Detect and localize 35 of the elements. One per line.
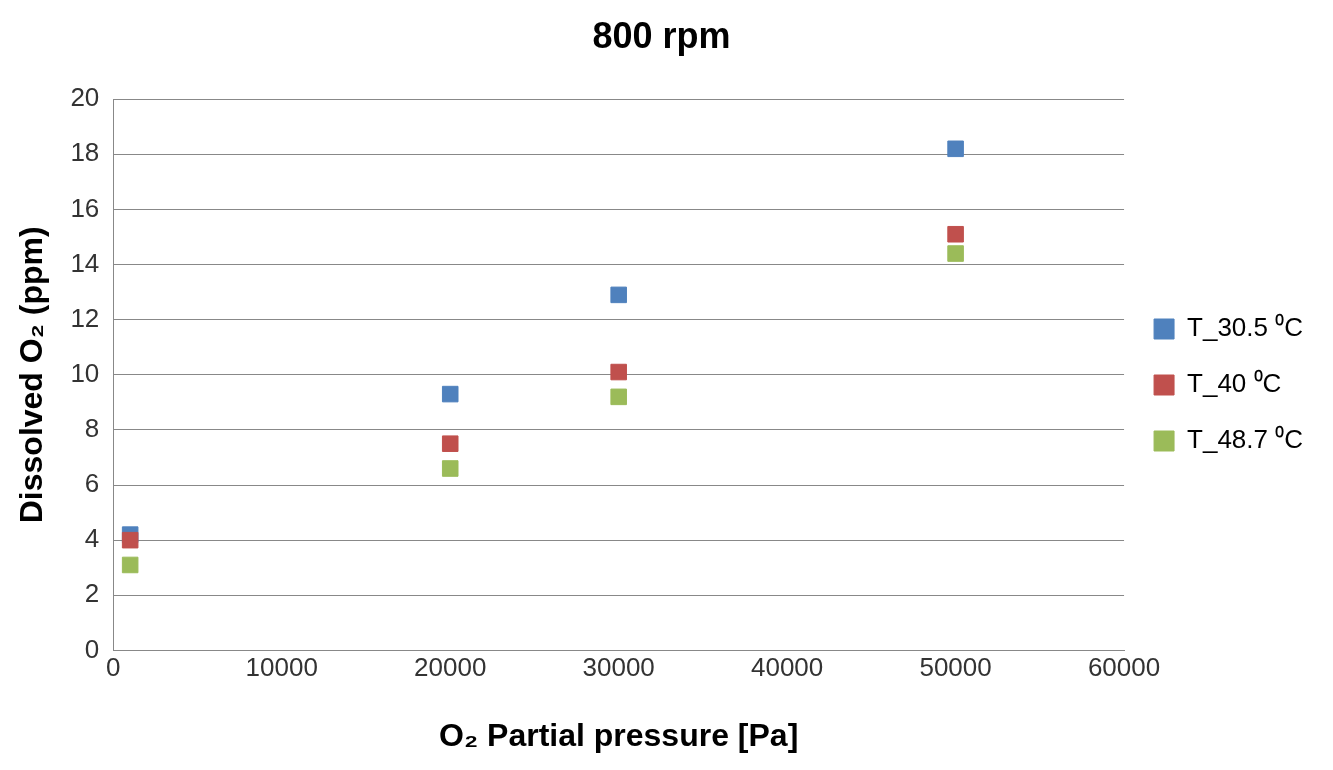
point	[441, 385, 459, 403]
x-tick-label: 10000	[245, 652, 318, 683]
point	[610, 363, 627, 381]
chart-title: 800 rpm	[592, 14, 731, 56]
y-tick-label: 18	[70, 137, 100, 168]
legend-label: T_40 ⁰C	[1187, 368, 1282, 399]
point	[441, 460, 459, 477]
point	[947, 140, 964, 158]
y-tick-label: 10	[70, 357, 100, 388]
x-tick-label: 60000	[1087, 652, 1161, 683]
y-tick-label: 4	[84, 523, 100, 554]
point	[121, 531, 139, 549]
y-tick-label: 14	[70, 247, 100, 278]
legend-label: T_30.5 ⁰C	[1187, 312, 1304, 343]
point	[947, 225, 964, 243]
y-tick-label: 16	[70, 192, 100, 223]
y-tick-label: 8	[84, 413, 100, 444]
x-tick-label: 30000	[582, 652, 655, 683]
x-tick-label: 50000	[919, 652, 992, 683]
y-tick-label: 6	[84, 468, 100, 499]
point	[610, 286, 627, 304]
y-tick-label: 20	[70, 82, 100, 113]
point	[441, 435, 459, 452]
y-tick-label: 12	[70, 302, 100, 333]
x-tick-label: 40000	[750, 652, 824, 683]
y-tick-label: 0	[84, 633, 100, 664]
x-tick-label: 0	[106, 652, 121, 683]
point	[610, 388, 627, 406]
y-tick-label: 2	[84, 578, 100, 609]
y-axis-title: Dissolved O₂ (ppm)	[13, 226, 50, 524]
point	[947, 245, 964, 262]
legend-label: T_48.7 ⁰C	[1187, 424, 1304, 455]
x-tick-label: 20000	[414, 652, 487, 683]
point	[121, 556, 139, 574]
x-axis-title: O₂ Partial pressure [Pa]	[439, 716, 799, 753]
